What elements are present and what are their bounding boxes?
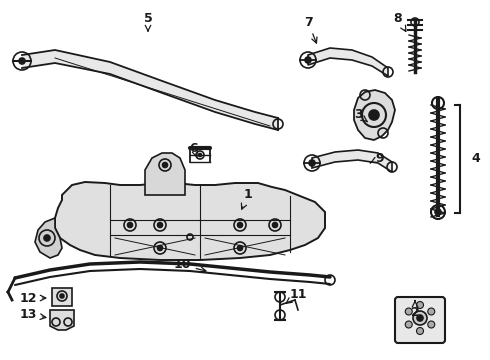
Polygon shape bbox=[308, 48, 388, 76]
Circle shape bbox=[157, 246, 163, 251]
Circle shape bbox=[413, 311, 427, 325]
Text: 12: 12 bbox=[19, 292, 46, 305]
Polygon shape bbox=[354, 90, 395, 140]
Circle shape bbox=[198, 153, 201, 157]
Circle shape bbox=[405, 321, 412, 328]
Circle shape bbox=[428, 321, 435, 328]
Polygon shape bbox=[35, 218, 62, 258]
Circle shape bbox=[272, 222, 277, 228]
Text: 13: 13 bbox=[19, 309, 46, 321]
Polygon shape bbox=[312, 150, 392, 172]
Text: 7: 7 bbox=[304, 15, 317, 43]
FancyBboxPatch shape bbox=[52, 288, 72, 306]
Circle shape bbox=[309, 160, 315, 166]
Text: 5: 5 bbox=[144, 12, 152, 31]
FancyBboxPatch shape bbox=[395, 297, 445, 343]
Circle shape bbox=[127, 222, 132, 228]
Text: 11: 11 bbox=[286, 288, 307, 303]
Circle shape bbox=[238, 222, 243, 228]
Text: 8: 8 bbox=[393, 12, 406, 31]
Polygon shape bbox=[50, 310, 74, 330]
Circle shape bbox=[416, 328, 423, 334]
Circle shape bbox=[157, 222, 163, 228]
Polygon shape bbox=[22, 50, 278, 130]
Circle shape bbox=[416, 302, 423, 309]
Circle shape bbox=[428, 308, 435, 315]
Text: 2: 2 bbox=[411, 301, 419, 320]
Circle shape bbox=[369, 110, 379, 120]
Text: 6: 6 bbox=[190, 141, 198, 157]
Circle shape bbox=[405, 308, 412, 315]
Text: 1: 1 bbox=[242, 189, 252, 209]
Text: 10: 10 bbox=[173, 258, 206, 272]
Text: 9: 9 bbox=[370, 152, 384, 165]
Circle shape bbox=[417, 315, 423, 321]
Text: 4: 4 bbox=[472, 152, 480, 165]
Circle shape bbox=[60, 294, 64, 298]
Circle shape bbox=[435, 209, 441, 215]
Circle shape bbox=[163, 162, 168, 167]
Circle shape bbox=[305, 57, 311, 63]
Polygon shape bbox=[55, 182, 325, 260]
Circle shape bbox=[44, 235, 50, 241]
Circle shape bbox=[238, 246, 243, 251]
Polygon shape bbox=[145, 153, 185, 195]
Text: 3: 3 bbox=[354, 108, 368, 122]
Circle shape bbox=[19, 58, 25, 64]
